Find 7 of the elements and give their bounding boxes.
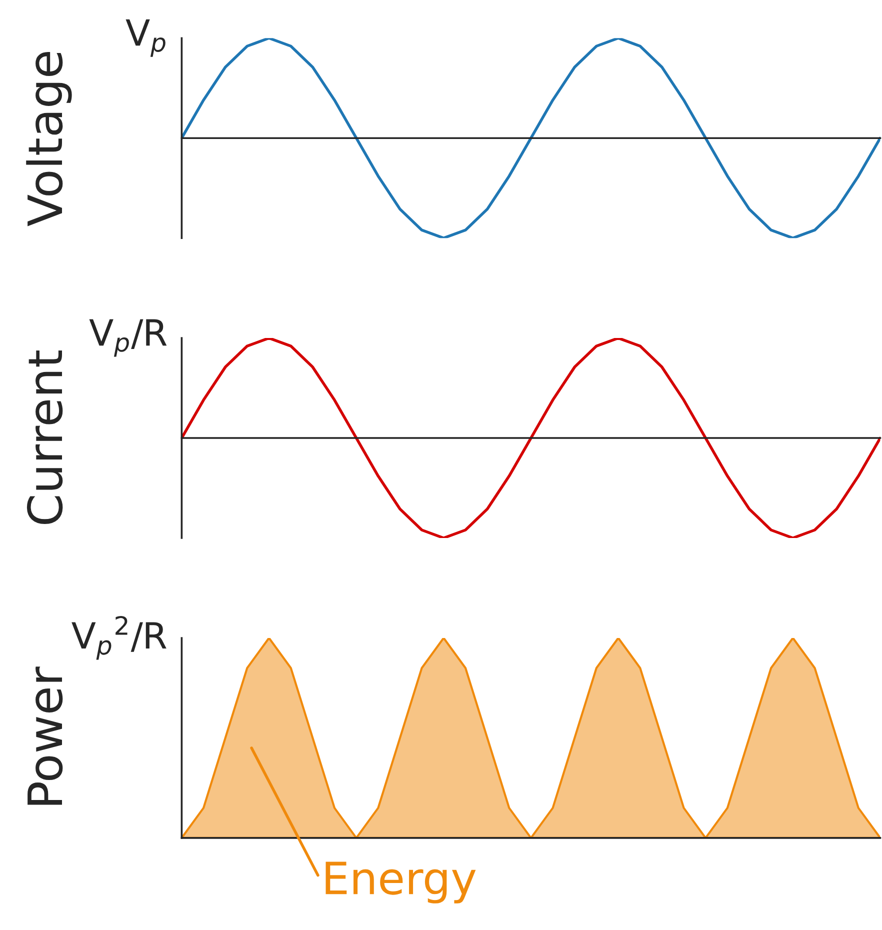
y-axis-title: Voltage <box>26 52 72 226</box>
y-axis-title: Power <box>28 666 63 805</box>
text: V$_{p}$$^{2}$/R <box>72 616 166 660</box>
text: Energy <box>326 862 476 904</box>
text: V$_{p}$/R <box>89 319 167 357</box>
y-axis-title: Current <box>26 350 63 524</box>
text: V$_{p}$ <box>126 19 166 57</box>
